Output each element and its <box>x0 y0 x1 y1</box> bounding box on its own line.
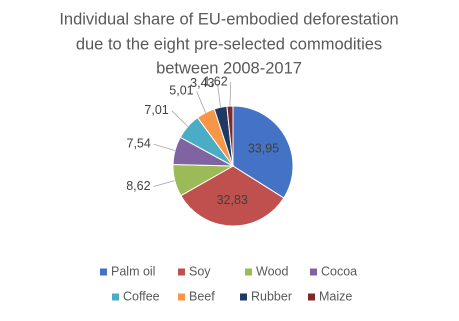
legend-swatch <box>178 293 185 301</box>
legend-label: Maize <box>319 289 352 303</box>
legend-label: Rubber <box>251 289 292 303</box>
chart-title: due to the eight pre-selected commoditie… <box>76 35 382 53</box>
chart-title: Individual share of EU-embodied deforest… <box>59 10 398 28</box>
legend-swatch <box>178 268 185 276</box>
legend-swatch <box>245 268 252 276</box>
leader-line <box>217 83 221 108</box>
data-label: 33,95 <box>248 141 279 155</box>
data-label: 7,54 <box>127 137 151 151</box>
legend-label: Wood <box>256 264 288 278</box>
chart-title: between 2008-2017 <box>156 59 302 77</box>
legend-label: Palm oil <box>111 264 155 278</box>
legend-swatch <box>100 268 107 276</box>
legend-swatch <box>240 293 247 301</box>
legend-swatch <box>310 268 317 276</box>
data-label: 5,01 <box>169 84 193 98</box>
legend-label: Beef <box>189 289 215 303</box>
leader-line <box>229 82 232 107</box>
data-label: 32,83 <box>217 193 248 207</box>
legend-label: Coffee <box>123 289 160 303</box>
leader-line <box>196 91 206 113</box>
data-label: 7,01 <box>144 103 168 117</box>
leader-line <box>171 110 189 127</box>
pie-slice <box>180 165 285 227</box>
legend-label: Cocoa <box>321 264 357 278</box>
data-label: 3,43 <box>190 76 214 90</box>
legend-swatch <box>308 293 315 301</box>
legend-label: Soy <box>189 264 211 278</box>
data-label: 8,62 <box>126 179 150 193</box>
leader-line <box>153 180 175 187</box>
leader-line <box>153 143 176 151</box>
data-label: 1,62 <box>203 74 227 88</box>
legend-swatch <box>112 293 119 301</box>
